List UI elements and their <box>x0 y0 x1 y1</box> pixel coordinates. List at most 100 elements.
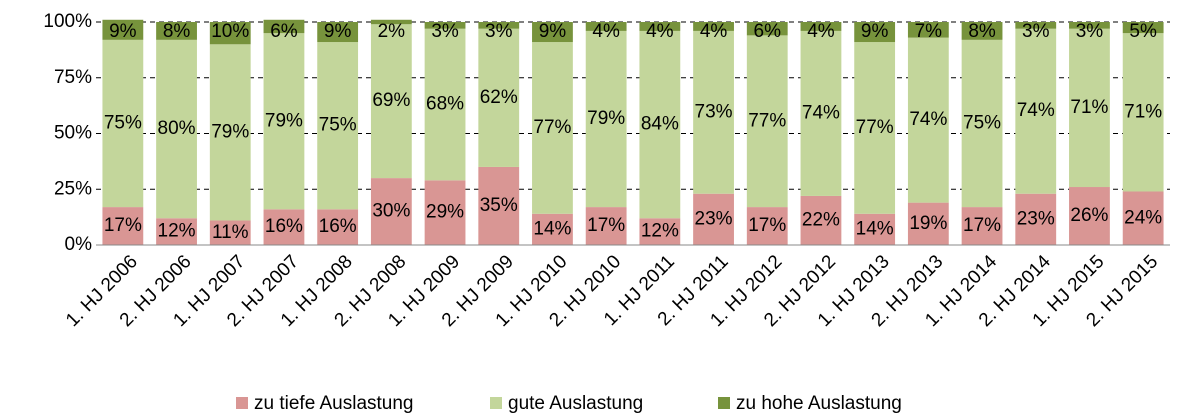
bar-segment <box>370 24 412 179</box>
value-label: 19% <box>909 213 947 234</box>
bar-segment <box>746 22 788 36</box>
value-label: 6% <box>270 21 298 42</box>
value-label: 74% <box>802 102 840 123</box>
bar-segment <box>693 22 734 31</box>
bar-segment <box>478 22 520 29</box>
value-label: 7% <box>915 21 943 42</box>
bar-segment <box>585 22 627 31</box>
bar-segment <box>961 22 1003 40</box>
value-label: 3% <box>431 21 459 42</box>
bar-segment <box>424 180 466 245</box>
bar-segment <box>263 19 305 34</box>
value-label: 74% <box>909 109 947 130</box>
bar-segment <box>156 22 197 40</box>
bar-segment <box>800 22 842 31</box>
y-tick-label: 25% <box>54 178 92 199</box>
value-label: 77% <box>748 110 786 131</box>
value-label: 24% <box>1124 207 1162 228</box>
bar-segment <box>854 22 896 43</box>
value-label: 74% <box>1017 100 1055 121</box>
bar-segment <box>478 28 520 167</box>
value-label: 16% <box>319 216 357 237</box>
bar-segment <box>800 30 842 196</box>
bar-segment <box>854 213 896 245</box>
bar-segment <box>370 178 412 245</box>
value-label: 8% <box>968 21 996 42</box>
value-label: 4% <box>700 21 728 42</box>
bar-segment <box>1015 28 1057 194</box>
bar-segment <box>532 213 573 245</box>
bar-segment <box>1122 22 1164 34</box>
value-label: 77% <box>533 117 571 138</box>
value-label: 9% <box>109 21 137 42</box>
legend-swatch <box>236 397 248 409</box>
value-label: 5% <box>1129 21 1157 42</box>
value-label: 71% <box>1070 97 1108 118</box>
value-label: 84% <box>641 114 679 135</box>
value-label: 9% <box>539 21 567 42</box>
value-label: 17% <box>963 215 1001 236</box>
bar-segment <box>1069 187 1110 245</box>
value-label: 14% <box>533 218 571 239</box>
bar-segment <box>961 207 1003 245</box>
bar-segment <box>209 44 251 221</box>
bar-segment <box>907 22 949 38</box>
legend-label: zu tiefe Auslastung <box>254 393 414 414</box>
bar-segment <box>907 202 949 245</box>
value-label: 35% <box>480 195 518 216</box>
bar-segment <box>424 22 466 29</box>
value-label: 80% <box>158 118 196 139</box>
value-label: 79% <box>211 121 249 142</box>
bar-segment <box>1015 193 1057 245</box>
bar-segment <box>585 207 627 245</box>
y-tick-label: 50% <box>54 123 92 144</box>
value-label: 75% <box>319 115 357 136</box>
bar-segment <box>478 166 520 245</box>
value-label: 77% <box>856 117 894 138</box>
bar-segment <box>317 42 359 210</box>
value-label: 75% <box>963 112 1001 133</box>
bar-segment <box>854 42 896 214</box>
bar-segment <box>1122 191 1164 245</box>
value-label: 4% <box>646 21 674 42</box>
value-label: 3% <box>485 21 513 42</box>
value-label: 69% <box>372 90 410 111</box>
bar-segment <box>585 30 627 208</box>
legend-swatch <box>490 397 502 409</box>
value-label: 14% <box>856 218 894 239</box>
bar-segment <box>693 30 734 194</box>
value-label: 17% <box>104 215 142 236</box>
value-label: 2% <box>378 21 406 42</box>
bar-segment <box>263 33 305 210</box>
bar-segment <box>1015 22 1057 29</box>
y-tick-label: 100% <box>43 11 92 32</box>
value-label: 9% <box>861 21 889 42</box>
bar-segment <box>532 22 573 43</box>
value-label: 26% <box>1070 205 1108 226</box>
value-label: 3% <box>1022 21 1050 42</box>
bar-segment <box>209 220 251 245</box>
value-label: 79% <box>265 110 303 131</box>
value-label: 4% <box>807 21 835 42</box>
bar-segment <box>639 22 681 31</box>
bar-segment <box>317 209 359 245</box>
bar-segment <box>1069 28 1110 188</box>
value-label: 12% <box>158 221 196 242</box>
value-label: 22% <box>802 209 840 230</box>
value-label: 11% <box>212 222 249 243</box>
bar-segment <box>370 19 412 25</box>
legend-swatch <box>718 397 730 409</box>
legend-label: gute Auslastung <box>508 393 643 414</box>
value-label: 17% <box>587 215 625 236</box>
value-label: 30% <box>372 201 410 222</box>
bar-segment <box>156 39 197 219</box>
value-label: 9% <box>324 21 352 42</box>
bar-segment <box>102 39 144 208</box>
y-tick-label: 0% <box>65 234 93 255</box>
value-label: 8% <box>163 21 191 42</box>
bar-segment <box>907 37 949 203</box>
bar-segment <box>156 218 197 245</box>
value-label: 73% <box>695 101 733 122</box>
value-label: 4% <box>592 21 620 42</box>
